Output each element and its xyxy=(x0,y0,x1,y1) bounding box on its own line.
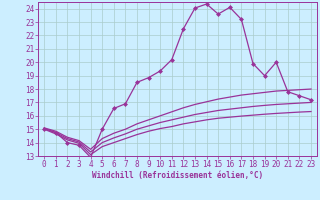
X-axis label: Windchill (Refroidissement éolien,°C): Windchill (Refroidissement éolien,°C) xyxy=(92,171,263,180)
